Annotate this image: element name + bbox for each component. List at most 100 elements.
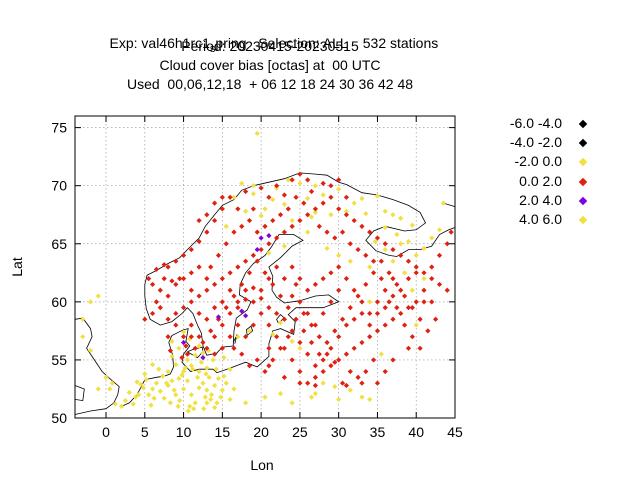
station-point: [313, 183, 318, 188]
station-point: [131, 401, 136, 406]
x-tick-label: 0: [102, 424, 110, 440]
station-point: [429, 264, 434, 269]
station-point: [410, 288, 415, 293]
legend-label: -4.0 -2.0: [510, 134, 562, 150]
station-point: [231, 386, 236, 391]
station-point: [278, 346, 283, 351]
station-point: [160, 374, 165, 379]
station-point: [348, 305, 353, 310]
station-point: [305, 230, 310, 235]
station-point: [290, 218, 295, 223]
station-point: [262, 270, 267, 275]
station-point: [150, 386, 155, 391]
station-point: [243, 288, 248, 293]
station-point: [367, 322, 372, 327]
legend-marker: [579, 177, 587, 185]
station-point: [328, 363, 333, 368]
station-point: [224, 381, 229, 386]
station-point: [221, 374, 226, 379]
station-point: [410, 223, 415, 228]
station-point: [200, 340, 205, 345]
station-point: [251, 206, 256, 211]
station-point: [367, 334, 372, 339]
station-point: [278, 320, 283, 325]
station-point: [359, 394, 364, 399]
station-point: [402, 270, 407, 275]
x-tick-label: 30: [331, 424, 347, 440]
station-point: [324, 230, 329, 235]
station-point: [425, 328, 430, 333]
station-point: [218, 394, 223, 399]
station-point: [305, 196, 310, 201]
station-point: [243, 313, 248, 318]
station-point: [390, 276, 395, 281]
station-point: [305, 288, 310, 293]
station-point: [394, 305, 399, 310]
station-point: [286, 206, 291, 211]
station-point: [247, 363, 252, 368]
station-point: [286, 334, 291, 339]
station-point: [270, 218, 275, 223]
station-point: [383, 305, 388, 310]
station-point: [201, 406, 206, 411]
x-tick-label: 5: [141, 424, 149, 440]
station-point: [262, 394, 267, 399]
station-point: [216, 253, 221, 258]
station-point: [119, 404, 124, 409]
station-point: [414, 322, 419, 327]
station-point: [363, 369, 368, 374]
station-point: [297, 181, 302, 186]
station-point: [196, 293, 201, 298]
station-point: [169, 378, 174, 383]
station-point: [173, 282, 178, 287]
station-point: [216, 376, 221, 381]
station-point: [410, 305, 415, 310]
station-point: [221, 355, 226, 360]
station-point: [266, 233, 271, 238]
station-point: [282, 192, 287, 197]
station-point: [297, 276, 302, 281]
station-point: [173, 311, 178, 316]
station-point: [239, 352, 244, 357]
legend-label: -6.0 -4.0: [510, 115, 562, 131]
station-point: [282, 202, 287, 207]
station-point: [317, 352, 322, 357]
station-point: [290, 293, 295, 298]
station-point: [259, 296, 264, 301]
station-point: [173, 392, 178, 397]
station-point: [103, 375, 108, 380]
station-point: [429, 299, 434, 304]
station-point: [176, 376, 181, 381]
station-point: [406, 259, 411, 264]
station-point: [251, 285, 256, 290]
station-point: [165, 334, 170, 339]
station-point: [152, 396, 157, 401]
station-point: [193, 400, 198, 405]
station-point: [220, 346, 225, 351]
legend-label: 4.0 6.0: [519, 211, 562, 227]
station-point: [165, 369, 170, 374]
station-point: [297, 381, 302, 386]
station-point: [228, 270, 233, 275]
station-point: [220, 388, 225, 393]
station-point: [421, 246, 426, 251]
y-tick-label: 70: [51, 178, 67, 194]
station-point: [282, 230, 287, 235]
station-point: [247, 270, 252, 275]
station-point: [290, 177, 295, 182]
station-point: [367, 264, 372, 269]
station-point: [189, 392, 194, 397]
station-point: [220, 195, 225, 200]
station-point: [398, 311, 403, 316]
station-point: [297, 218, 302, 223]
station-point: [228, 334, 233, 339]
station-point: [204, 212, 209, 217]
station-point: [429, 235, 434, 240]
y-tick-label: 65: [51, 236, 67, 252]
station-point: [204, 400, 209, 405]
station-point: [421, 288, 426, 293]
station-point: [394, 232, 399, 237]
station-point: [255, 131, 260, 136]
station-point: [196, 334, 201, 339]
station-point: [383, 247, 388, 252]
